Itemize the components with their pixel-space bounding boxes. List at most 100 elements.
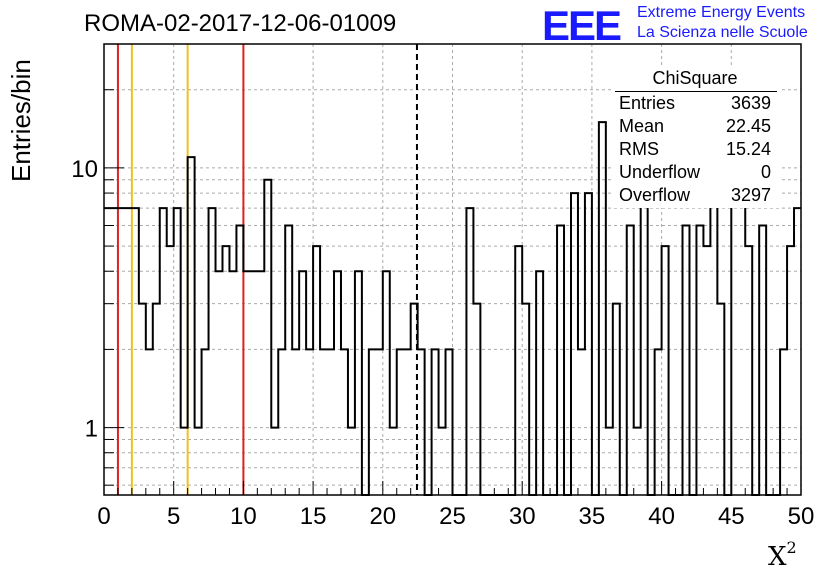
histogram-bin [780, 349, 787, 495]
histogram-bin [655, 349, 662, 495]
histogram-bin [257, 271, 264, 495]
x-tick-label: 0 [97, 503, 110, 530]
histogram-bin [202, 349, 209, 495]
stats-value: 15.24 [725, 139, 771, 159]
histogram-bin [369, 349, 376, 495]
histogram-bin [787, 246, 794, 495]
histogram-bin [717, 304, 724, 495]
histogram-bin [160, 208, 167, 495]
x-tick-label: 15 [300, 503, 327, 530]
histogram-bin [432, 349, 439, 495]
stats-key: RMS [619, 139, 659, 159]
histogram-bin [557, 226, 564, 495]
histogram-bin [209, 208, 216, 495]
histogram-bin [738, 193, 745, 495]
y-axis-label: Entries/bin [6, 59, 36, 182]
histogram-bin [278, 349, 285, 495]
histogram-bin [759, 226, 766, 495]
histogram-bin [578, 349, 585, 495]
histogram-bin [613, 304, 620, 495]
histogram-bin [627, 226, 634, 495]
x-tick-label: 40 [648, 503, 675, 530]
x-tick-label: 35 [579, 503, 606, 530]
histogram-bin [376, 349, 383, 495]
histogram-bin [153, 304, 160, 495]
histogram-bin [466, 208, 473, 495]
histogram-bin [250, 271, 257, 495]
histogram-bin [404, 349, 411, 495]
histogram-bin [473, 304, 480, 495]
plot-frame [103, 43, 802, 496]
histogram-bin [292, 349, 299, 495]
histogram-bin [383, 271, 390, 495]
stats-separator [615, 91, 777, 92]
histogram-bin [139, 304, 146, 495]
x-axis-label-base: X [768, 542, 787, 572]
histogram-bin [355, 271, 362, 495]
histogram-bin [174, 208, 181, 495]
x-tick-label: 30 [509, 503, 536, 530]
stats-key: Overflow [619, 185, 691, 205]
stats-value: 3639 [730, 93, 771, 113]
histogram-bin [264, 180, 271, 495]
stats-key: Underflow [619, 162, 701, 182]
histogram-bin [585, 193, 592, 495]
x-tick-label: 25 [439, 503, 466, 530]
eee-logo: EEE [542, 2, 622, 49]
y-tick-label: 10 [71, 156, 98, 183]
stats-key: Entries [619, 93, 676, 113]
histogram-bin [216, 271, 223, 495]
histogram-bin [662, 246, 669, 495]
stats-value: 22.45 [725, 116, 771, 136]
histogram-bin [327, 349, 334, 495]
histogram-bin [703, 246, 710, 495]
histogram-bin [146, 349, 153, 495]
x-axis-label-sup: 2 [786, 538, 797, 557]
stats-key: Mean [619, 116, 665, 136]
stats-value: 3297 [730, 185, 771, 205]
histogram-bin [229, 271, 236, 495]
run-title: ROMA-02-2017-12-06-01009 [84, 10, 397, 37]
x-tick-label: 20 [369, 503, 396, 530]
y-tick-label: 1 [85, 416, 98, 443]
stats-title: ChiSquare [652, 68, 738, 88]
histogram-bin [118, 208, 125, 495]
histogram-bin [306, 349, 313, 495]
logo-line-1: Extreme Energy Events [637, 4, 806, 21]
histogram-bin [132, 208, 139, 495]
histogram-bin [334, 271, 341, 495]
histogram-bin [536, 271, 543, 495]
histogram-bin [522, 304, 529, 495]
histogram-bin [515, 246, 522, 495]
histogram-bin [397, 349, 404, 495]
histogram-bin [222, 246, 229, 495]
histogram-bin [696, 226, 703, 495]
histogram-bin [794, 208, 801, 495]
stats-box: ChiSquare Entries 3639 Mean 22.45 RMS 15… [611, 66, 779, 208]
histogram-bin [111, 208, 118, 495]
x-tick-label: 45 [718, 503, 745, 530]
histogram-bin [731, 180, 738, 495]
histogram-bin [125, 208, 132, 495]
histogram-bin [104, 208, 111, 495]
stats-value: 0 [760, 162, 771, 182]
histogram-bin [683, 226, 690, 495]
x-axis-label: X2 [768, 538, 797, 572]
histogram-bin [167, 246, 174, 495]
histogram-bin [446, 349, 453, 495]
histogram-bin [710, 193, 717, 495]
histogram-bin [571, 193, 578, 495]
histogram-bin [285, 226, 292, 495]
histogram-bin [418, 349, 425, 495]
logo-line-2: La Scienza nelle Scuole [637, 24, 808, 41]
histogram-bin [341, 349, 348, 495]
histogram-bin [320, 349, 327, 495]
histogram-bin [243, 271, 250, 495]
histogram-bin [236, 226, 243, 495]
histogram-bin [745, 246, 752, 495]
tick-labels: 0 5 10 15 20 25 30 35 40 45 50 1 10 [71, 156, 814, 530]
x-tick-label: 5 [167, 503, 180, 530]
histogram-bin [313, 246, 320, 495]
x-tick-label: 50 [788, 503, 815, 530]
